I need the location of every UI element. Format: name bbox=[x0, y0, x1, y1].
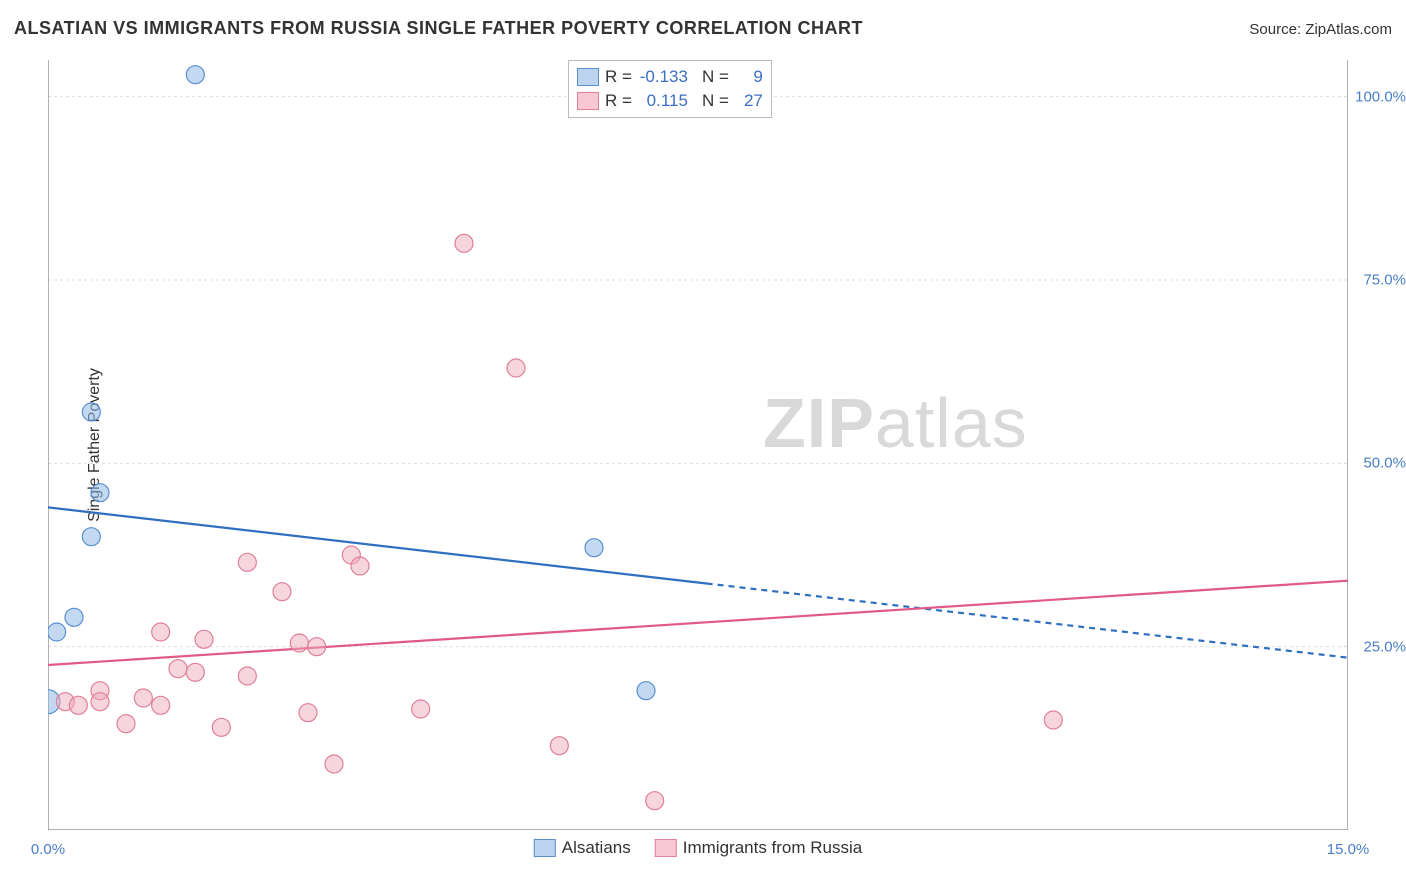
legend-swatch bbox=[577, 92, 599, 110]
legend-n-value: 27 bbox=[735, 89, 763, 113]
stats-legend: R =-0.133 N =9 R =0.115 N =27 bbox=[568, 60, 772, 118]
legend-n-label: N = bbox=[702, 89, 729, 113]
plot-area: Single Father Poverty 25.0%50.0%75.0%100… bbox=[48, 60, 1348, 830]
legend-n-label: N = bbox=[702, 65, 729, 89]
x-tick-label: 15.0% bbox=[1327, 841, 1370, 858]
chart-title: ALSATIAN VS IMMIGRANTS FROM RUSSIA SINGL… bbox=[14, 18, 863, 39]
legend-r-value: -0.133 bbox=[638, 65, 688, 89]
legend-r-label: R = bbox=[605, 65, 632, 89]
series-legend-item: Alsatians bbox=[534, 838, 631, 858]
x-tick-label: 0.0% bbox=[31, 841, 65, 858]
chart-svg bbox=[48, 60, 1348, 830]
series-legend: Alsatians Immigrants from Russia bbox=[534, 838, 862, 858]
series-legend-item: Immigrants from Russia bbox=[655, 838, 862, 858]
series-legend-label: Immigrants from Russia bbox=[683, 838, 862, 858]
legend-r-value: 0.115 bbox=[638, 89, 688, 113]
legend-swatch bbox=[534, 839, 556, 857]
source-prefix: Source: bbox=[1249, 21, 1305, 38]
y-tick-label: 100.0% bbox=[1355, 88, 1406, 105]
legend-r-label: R = bbox=[605, 89, 632, 113]
y-tick-label: 75.0% bbox=[1363, 272, 1406, 289]
chart-source: Source: ZipAtlas.com bbox=[1249, 21, 1392, 38]
legend-swatch bbox=[655, 839, 677, 857]
stats-legend-row: R =0.115 N =27 bbox=[577, 89, 763, 113]
series-legend-label: Alsatians bbox=[562, 838, 631, 858]
y-tick-label: 25.0% bbox=[1363, 638, 1406, 655]
source-link[interactable]: ZipAtlas.com bbox=[1305, 21, 1392, 38]
y-tick-label: 50.0% bbox=[1363, 455, 1406, 472]
legend-n-value: 9 bbox=[735, 65, 763, 89]
chart-header: ALSATIAN VS IMMIGRANTS FROM RUSSIA SINGL… bbox=[14, 18, 1392, 39]
legend-swatch bbox=[577, 68, 599, 86]
stats-legend-row: R =-0.133 N =9 bbox=[577, 65, 763, 89]
